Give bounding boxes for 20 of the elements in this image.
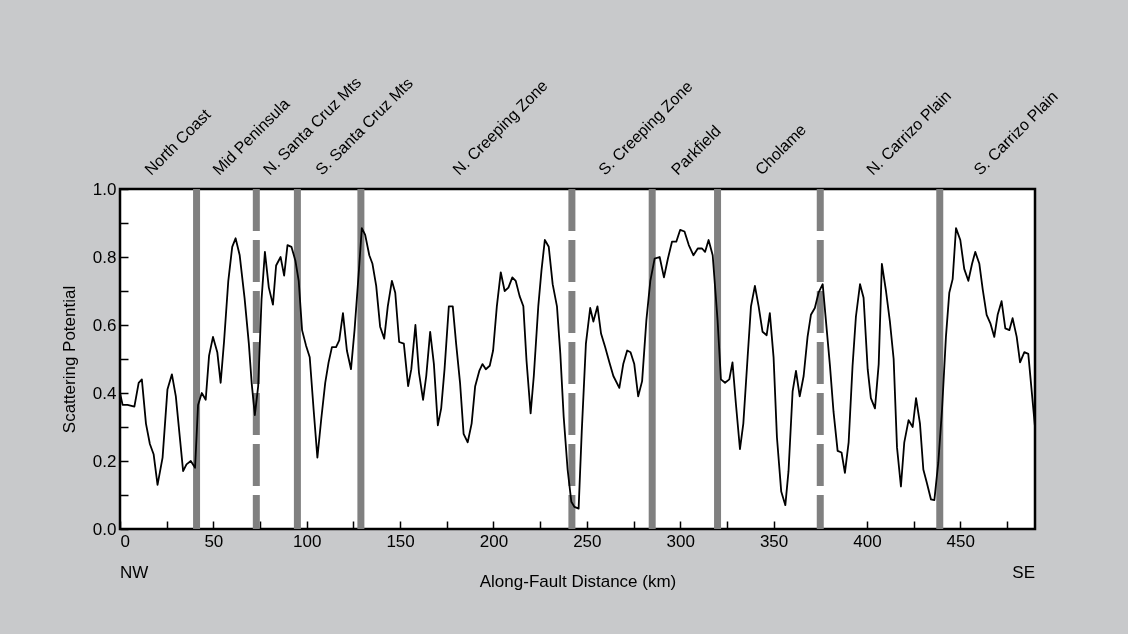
x-tick-label: 200 bbox=[479, 531, 509, 551]
x-tick-label: 350 bbox=[759, 531, 789, 551]
x-tick-label: 50 bbox=[204, 531, 224, 551]
x-tick-label: 300 bbox=[666, 531, 695, 551]
text: SE bbox=[1012, 563, 1035, 582]
y-tick-label: 0.6 bbox=[92, 315, 117, 335]
x-tick-label: 250 bbox=[573, 531, 602, 551]
y-tick-label: 0.8 bbox=[92, 247, 117, 267]
y-tick-label: 0.2 bbox=[92, 451, 117, 471]
x-tick-label: 0 bbox=[120, 531, 130, 551]
x-tick-label: 150 bbox=[386, 531, 415, 551]
x-tick-label: 450 bbox=[946, 531, 975, 551]
y-tick-label: 0.0 bbox=[92, 519, 117, 539]
y-axis-title: Scattering Potential bbox=[59, 285, 79, 434]
y-tick-label: 1.0 bbox=[92, 179, 117, 199]
x-tick-label: 100 bbox=[293, 531, 322, 551]
text: NW bbox=[120, 563, 149, 582]
x-axis-title: Along-Fault Distance (km) bbox=[479, 571, 677, 591]
y-tick-label: 0.4 bbox=[92, 383, 117, 403]
x-tick-label: 400 bbox=[853, 531, 882, 551]
